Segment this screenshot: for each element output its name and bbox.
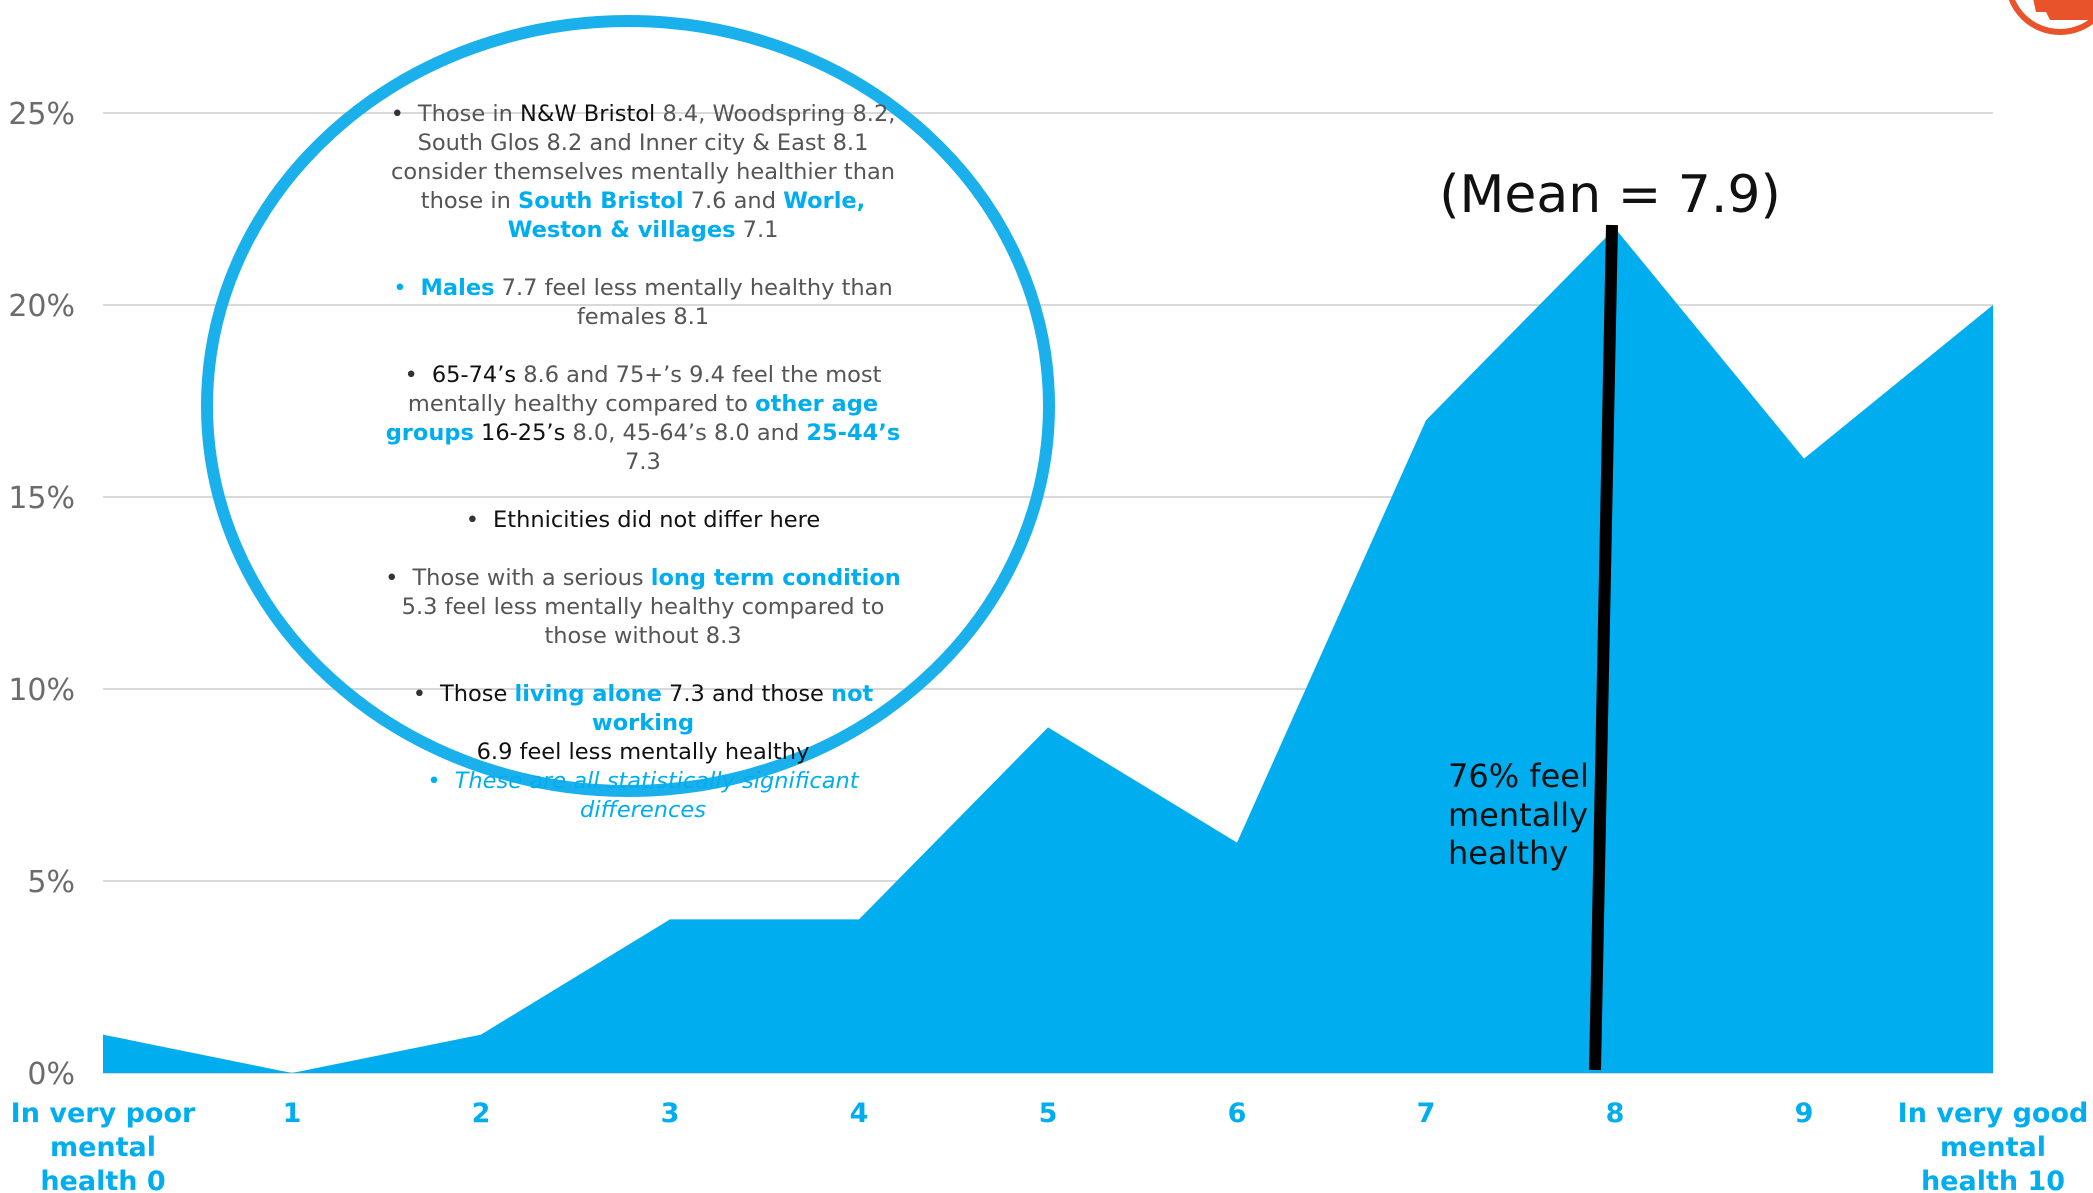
bullet-icon: •	[427, 768, 441, 794]
finding-region: • Those in N&W Bristol 8.4, Woodspring 8.…	[378, 100, 908, 245]
finding-gender-text: 7.7 feel less mentally healthy than fema…	[494, 275, 893, 330]
y-tick-label: 15%	[8, 481, 75, 516]
brand-logo-icon	[2008, 0, 2093, 35]
finding-region-text-2: 8.4, Woodspring 8.2, South Glos 8.2 and …	[390, 101, 896, 214]
y-tick-label: 0%	[27, 1057, 75, 1092]
finding-living-alone: living alone	[514, 681, 662, 707]
finding-significance: • These are all statistically significant…	[378, 767, 908, 825]
finding-age-65-74: 65-74’s	[431, 362, 517, 388]
x-tick-label: 8	[1606, 1098, 1625, 1129]
bullet-icon: •	[390, 101, 404, 127]
finding-gender: • Males 7.7 feel less mentally healthy th…	[378, 274, 908, 332]
finding-living-not-working: not working	[591, 681, 874, 736]
x-tick-label: health 10	[1921, 1166, 2065, 1193]
mean-label: (Mean = 7.9)	[1439, 165, 1781, 225]
share-label-line-3: healthy	[1448, 834, 1568, 872]
finding-significance-text: These are all statistically significant …	[454, 768, 859, 823]
finding-living: • Those living alone 7.3 and those not wo…	[378, 680, 908, 767]
x-tick-label: mental	[1940, 1132, 2046, 1163]
finding-gender-males: Males	[420, 275, 495, 301]
area-fill	[103, 228, 1993, 1073]
finding-condition: • Those with a serious long term conditio…	[378, 564, 908, 651]
x-tick-label: 7	[1417, 1098, 1436, 1129]
y-tick-label: 25%	[8, 97, 75, 132]
finding-region-nw-bristol: N&W Bristol	[520, 101, 656, 127]
y-tick-label: 20%	[8, 289, 75, 324]
bullet-icon: •	[412, 681, 426, 707]
finding-living-text-3: 6.9 feel less mentally healthy	[476, 739, 810, 765]
finding-age-other-groups: other age groups	[385, 391, 879, 446]
findings-callout: • Those in N&W Bristol 8.4, Woodspring 8.…	[378, 100, 908, 825]
x-tick-label: 5	[1039, 1098, 1058, 1129]
x-tick-label: health 0	[40, 1166, 165, 1193]
x-tick-label: 9	[1795, 1098, 1814, 1129]
finding-age: • 65-74’s 8.6 and 75+’s 9.4 feel the most…	[378, 361, 908, 477]
finding-condition-text: Those with a serious	[412, 565, 651, 591]
x-tick-label: In very poor	[11, 1098, 196, 1129]
x-tick-label: 1	[283, 1098, 302, 1129]
finding-region-text-4: 7.1	[735, 217, 779, 243]
finding-region-text: Those in	[417, 101, 521, 127]
bullet-icon: •	[385, 565, 399, 591]
bullet-icon: •	[465, 507, 480, 533]
callout-ring	[201, 15, 1055, 797]
finding-region-text-3: 7.6 and	[683, 188, 784, 214]
finding-living-text-2: 7.3 and those	[661, 681, 832, 707]
x-tick-label: 2	[472, 1098, 491, 1129]
x-tick-label: 3	[661, 1098, 680, 1129]
finding-condition-text-2: 5.3 feel less mentally healthy compared …	[401, 594, 885, 649]
finding-age-text-2: 8.0, 45-64’s 8.0 and	[565, 420, 807, 446]
mean-marker-line	[1589, 224, 1618, 1071]
finding-age-16-25: 16-25’s	[481, 420, 566, 446]
finding-age-text-3: 7.3	[625, 449, 661, 475]
finding-region-south-bristol: South Bristol	[517, 188, 684, 214]
area-series	[102, 228, 1994, 1074]
x-tick-label: 6	[1228, 1098, 1247, 1129]
finding-region-worle: Worle, Weston & villages	[507, 188, 866, 243]
y-tick-label: 5%	[27, 865, 75, 900]
finding-ethnicity: • Ethnicities did not differ here	[378, 506, 908, 535]
x-tick-label: 4	[850, 1098, 869, 1129]
finding-living-text: Those	[440, 681, 515, 707]
finding-age-25-44: 25-44’s	[806, 420, 901, 446]
share-label-line-2: mentally	[1448, 796, 1588, 834]
finding-condition-ltc: long term condition	[650, 565, 901, 591]
finding-age-text: 8.6 and 75+’s 9.4 feel the most mentally…	[407, 362, 882, 417]
finding-ethnicity-text: Ethnicities did not differ here	[493, 507, 821, 533]
x-tick-label: In very good	[1898, 1098, 2089, 1129]
bullet-icon: •	[404, 362, 418, 388]
bullet-icon: •	[393, 275, 407, 301]
y-tick-label: 10%	[8, 673, 75, 708]
share-label: 76% feel mentally healthy	[1448, 757, 1589, 872]
share-label-line-1: 76% feel	[1448, 757, 1589, 795]
y-axis-ticks: 0% 5% 10% 15% 20% 25%	[8, 97, 75, 1092]
x-tick-label: mental	[50, 1132, 156, 1163]
